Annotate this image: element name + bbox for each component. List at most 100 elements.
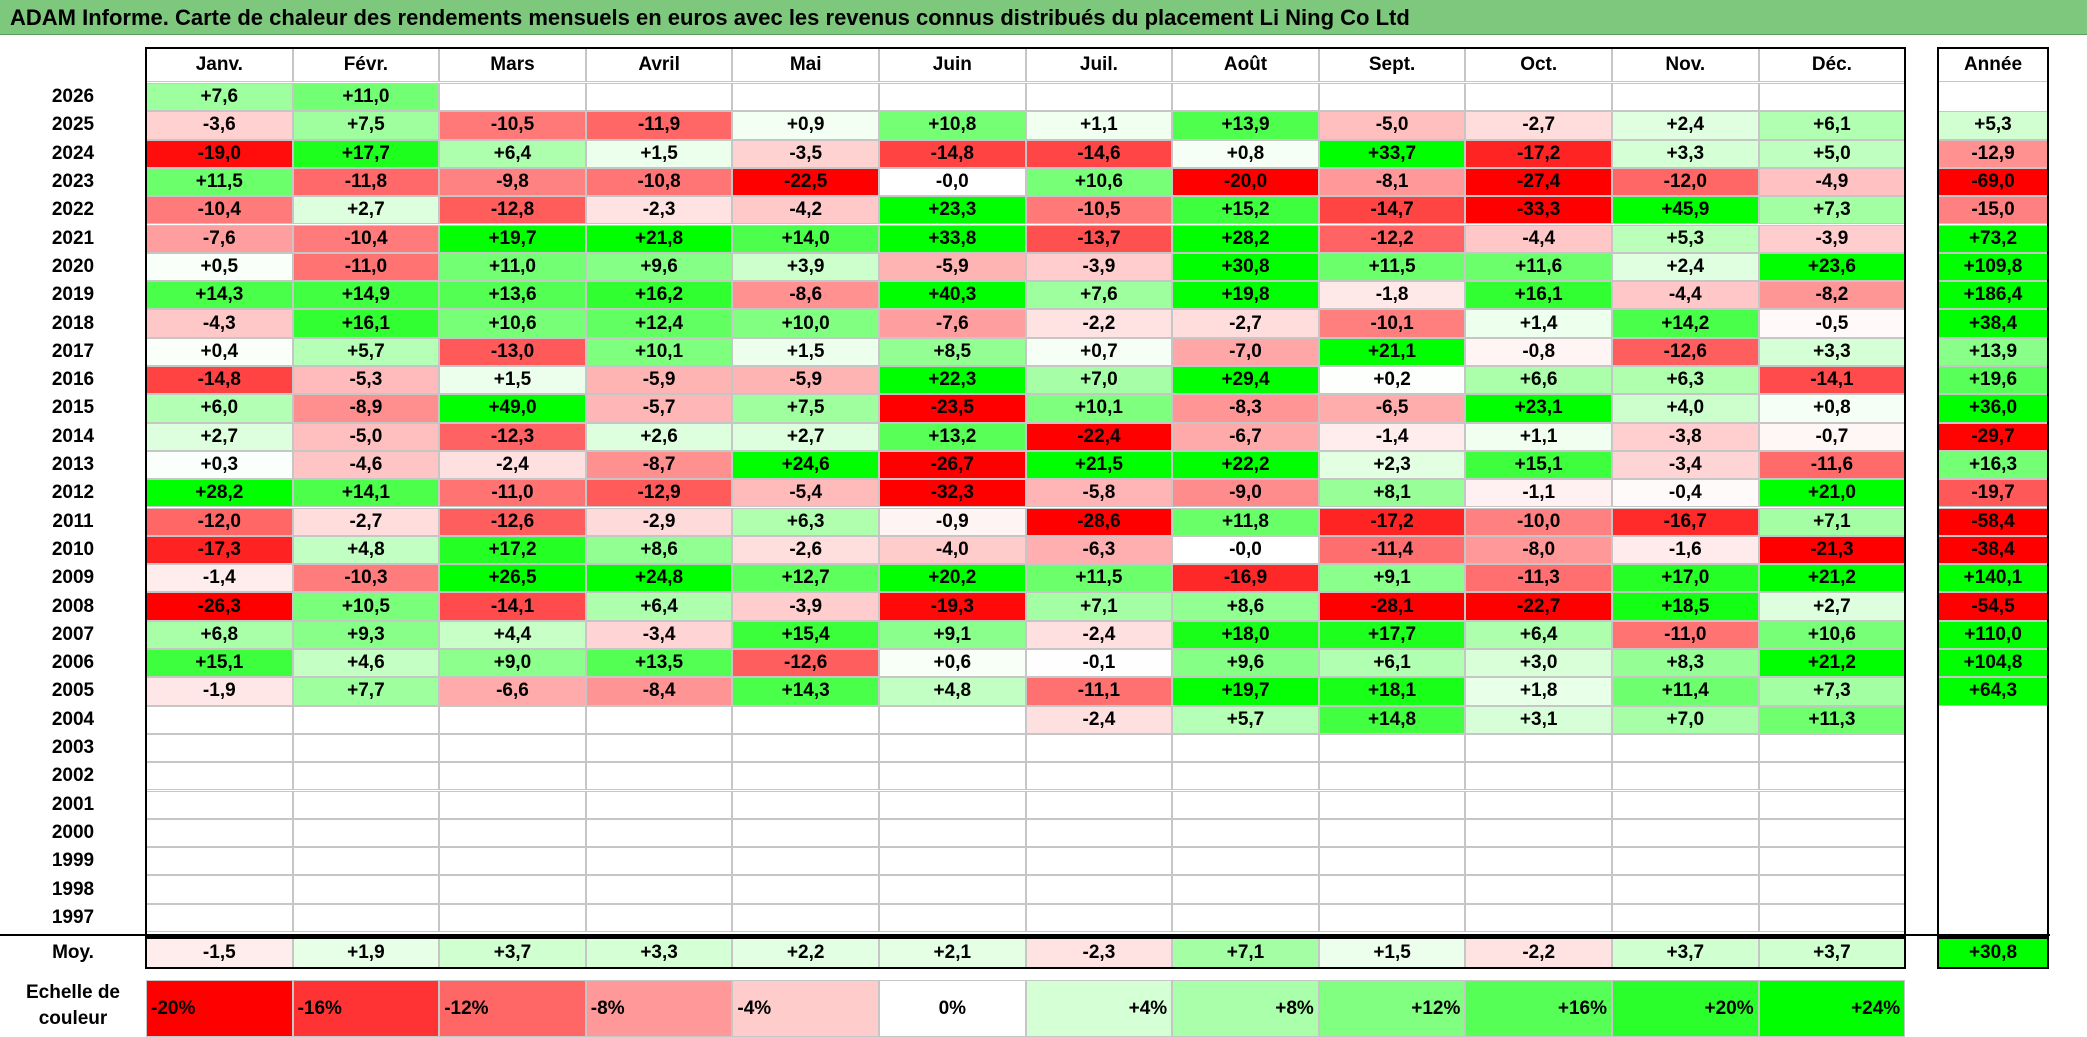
heatmap-cell	[292, 875, 440, 904]
heatmap-cell: +13,6	[439, 281, 586, 310]
heatmap-cell: -10,4	[146, 196, 293, 225]
heatmap-cell	[1465, 83, 1612, 112]
heatmap-cell: +12,7	[732, 564, 879, 593]
heatmap-cell: -11,8	[292, 167, 440, 197]
year-label: 2012	[0, 479, 146, 508]
heatmap-cell: +11,0	[292, 83, 440, 112]
heatmap-cell: +3,1	[1465, 705, 1612, 734]
heatmap-cell: -5,0	[292, 422, 440, 451]
color-scale-swatch: -16%	[292, 980, 440, 1037]
heatmap-cell: +9,1	[1318, 564, 1466, 593]
heatmap-cell: +1,1	[1025, 111, 1173, 140]
heatmap-cell	[1758, 818, 1906, 848]
color-scale-swatch: -20%	[146, 980, 293, 1037]
heatmap-cell: +7,3	[1758, 196, 1906, 225]
heatmap-cell: -8,6	[732, 281, 879, 310]
month-header: Oct.	[1465, 48, 1612, 82]
heatmap-cell: +10,1	[585, 337, 733, 366]
heatmap-cell: +17,7	[292, 139, 440, 168]
heatmap-cell: +7,6	[146, 83, 293, 112]
heatmap-cell: +4,4	[439, 620, 586, 649]
heatmap-cell	[1612, 818, 1759, 848]
heatmap-cell: -10,5	[439, 111, 586, 140]
year-label: 1997	[0, 903, 146, 932]
heatmap-cell: +11,4	[1612, 677, 1759, 706]
heatmap-cell: +5,7	[1172, 705, 1319, 734]
heatmap-cell: +2,7	[146, 422, 293, 451]
heatmap-cell: -2,7	[1465, 111, 1612, 140]
heatmap-cell: +6,4	[1465, 620, 1612, 649]
heatmap-cell: -4,0	[879, 535, 1026, 565]
heatmap-cell: +19,7	[439, 224, 586, 253]
heatmap-cell: +14,2	[1612, 309, 1759, 338]
year-label: 2003	[0, 733, 146, 763]
annual-header: Année	[1938, 48, 2048, 82]
month-header: Juil.	[1025, 48, 1173, 82]
annual-cell: -12,9	[1938, 139, 2048, 168]
heatmap-cell: -3,4	[1612, 450, 1759, 480]
average-cell: +3,7	[1758, 938, 1906, 968]
heatmap-cell	[1758, 790, 1906, 819]
heatmap-cell: +8,6	[585, 535, 733, 565]
heatmap-cell	[1318, 83, 1466, 112]
heatmap-cell: -2,6	[732, 535, 879, 565]
heatmap-cell	[585, 83, 733, 112]
heatmap-cell: -19,3	[879, 592, 1026, 621]
heatmap-cell: -5,9	[732, 366, 879, 395]
heatmap-cell	[1025, 847, 1173, 876]
heatmap-cell: +9,6	[1172, 649, 1319, 678]
heatmap-cell: +28,2	[146, 479, 293, 508]
heatmap-cell	[1172, 762, 1319, 791]
heatmap-cell	[146, 705, 293, 734]
heatmap-cell: -2,9	[585, 507, 733, 536]
heatmap-cell: +4,6	[292, 649, 440, 678]
heatmap-cell	[1318, 875, 1466, 904]
heatmap-cell: +10,8	[879, 111, 1026, 140]
heatmap-cell: +28,2	[1172, 224, 1319, 253]
heatmap-cell: -14,6	[1025, 139, 1173, 168]
heatmap-cell: -2,3	[585, 196, 733, 225]
heatmap-cell: -5,7	[585, 394, 733, 423]
heatmap-cell: -9,0	[1172, 479, 1319, 508]
heatmap-cell: +2,7	[1758, 592, 1906, 621]
heatmap-cell: -1,4	[1318, 422, 1466, 451]
heatmap-cell: +7,1	[1025, 592, 1173, 621]
heatmap-cell: -7,6	[879, 309, 1026, 338]
heatmap-cell: -1,6	[1612, 535, 1759, 565]
heatmap-cell: -4,6	[292, 450, 440, 480]
heatmap-cell: -2,4	[1025, 620, 1173, 649]
heatmap-cell: -10,3	[292, 564, 440, 593]
heatmap-cell: -27,4	[1465, 167, 1612, 197]
annual-cell: -29,7	[1938, 422, 2048, 451]
year-label: 2000	[0, 818, 146, 848]
heatmap-cell: -3,6	[146, 111, 293, 140]
heatmap-cell	[732, 762, 879, 791]
heatmap-cell: -21,3	[1758, 535, 1906, 565]
year-label: 2010	[0, 535, 146, 565]
average-label: Moy.	[0, 938, 146, 968]
year-label: 2006	[0, 649, 146, 678]
color-scale-swatch: +16%	[1465, 980, 1612, 1037]
heatmap-cell: -22,4	[1025, 422, 1173, 451]
heatmap-cell: +10,0	[732, 309, 879, 338]
color-scale-swatch: +4%	[1025, 980, 1173, 1037]
heatmap-cell: +3,9	[732, 252, 879, 282]
heatmap-cell: -2,7	[292, 507, 440, 536]
heatmap-cell: -2,4	[439, 450, 586, 480]
heatmap-cell: +33,7	[1318, 139, 1466, 168]
heatmap-cell: -12,0	[146, 507, 293, 536]
heatmap-cell: +14,0	[732, 224, 879, 253]
heatmap-cell: -10,8	[585, 167, 733, 197]
heatmap-cell: -0,0	[1172, 535, 1319, 565]
heatmap-cell: -2,7	[1172, 309, 1319, 338]
heatmap-cell: -20,0	[1172, 167, 1319, 197]
average-separator	[0, 934, 2050, 936]
heatmap-cell: -8,1	[1318, 167, 1466, 197]
heatmap-cell: -14,8	[879, 139, 1026, 168]
heatmap-cell: +3,3	[1758, 337, 1906, 366]
month-header: Déc.	[1758, 48, 1906, 82]
heatmap-cell: -0,4	[1612, 479, 1759, 508]
heatmap-cell: +1,4	[1465, 309, 1612, 338]
average-cell: +2,2	[732, 938, 879, 968]
heatmap-cell	[292, 818, 440, 848]
